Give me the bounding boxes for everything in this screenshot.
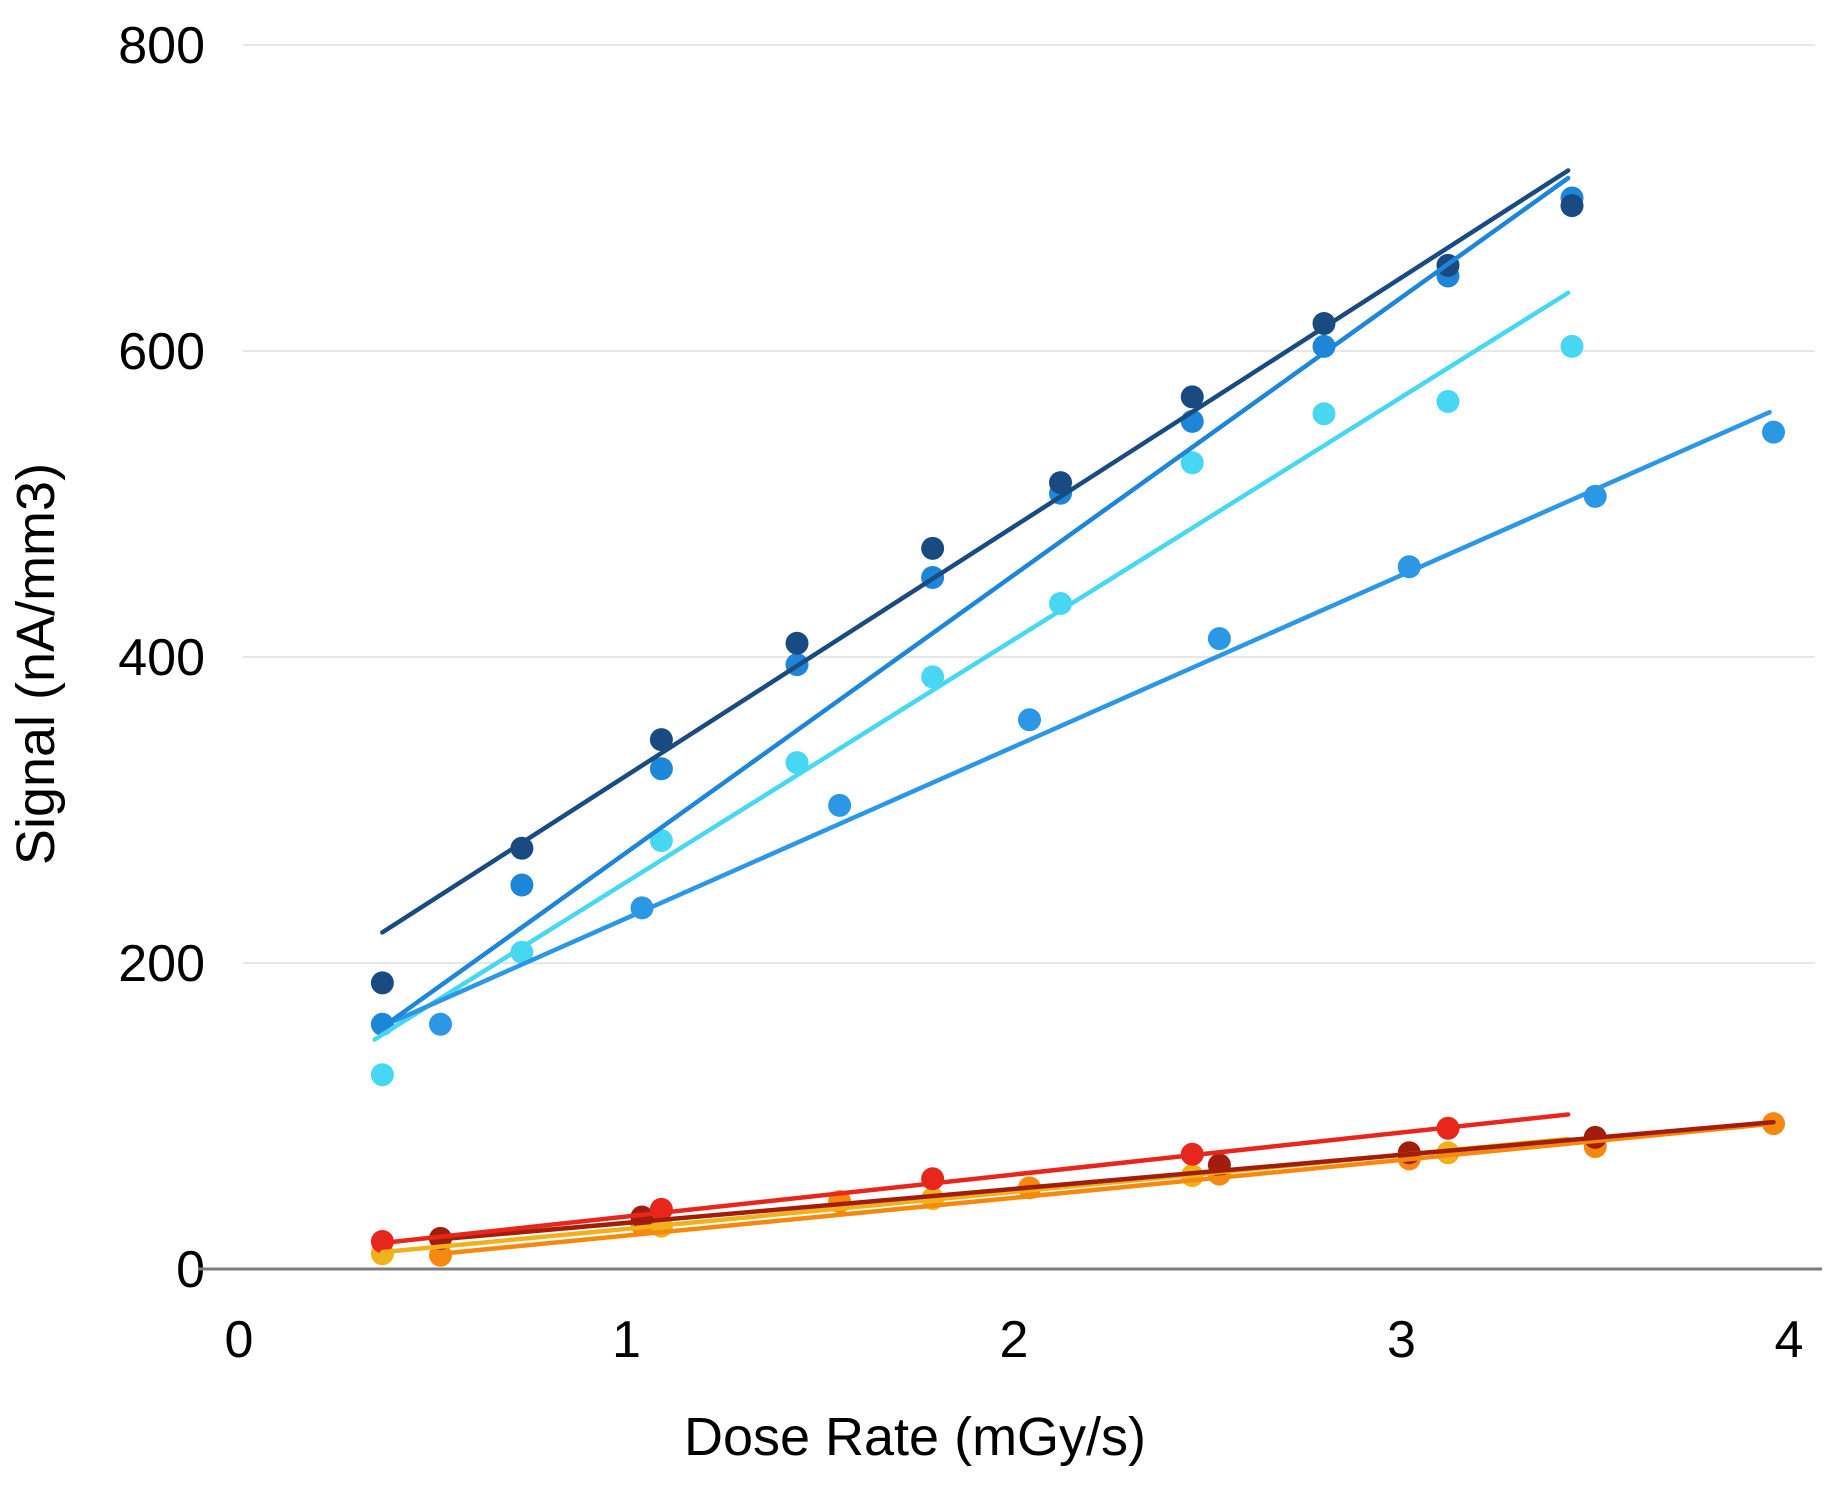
x-tick-label: 2: [1000, 1311, 1029, 1369]
x-tick-label: 3: [1387, 1311, 1416, 1369]
trend-line-red: [380, 1112, 1571, 1246]
data-point-dark-blue: [1049, 471, 1072, 495]
data-point-cyan: [921, 665, 945, 689]
data-point-blue: [1312, 334, 1336, 358]
y-axis-title: Signal (nA/mm3): [6, 462, 66, 866]
data-point-cyan: [649, 829, 673, 853]
x-axis-title: Dose Rate (mGy/s): [683, 1407, 1147, 1467]
data-point-cyan: [785, 751, 809, 775]
trend-line-light-blue: [391, 409, 1772, 1024]
x-tick-label: 1: [612, 1311, 641, 1369]
data-point-blue: [649, 757, 673, 781]
y-tick-label: 800: [118, 17, 205, 75]
data-point-dark-blue: [510, 836, 534, 860]
data-point-cyan: [1436, 389, 1460, 413]
y-tick-label: 400: [118, 629, 205, 687]
data-point-dark-blue: [921, 536, 945, 560]
data-point-light-blue: [1207, 627, 1231, 651]
data-point-light-blue: [1762, 420, 1785, 444]
data-point-dark-blue: [370, 971, 394, 995]
y-tick-label: 600: [118, 323, 205, 381]
data-point-cyan: [510, 940, 534, 964]
data-point-cyan: [1560, 334, 1584, 358]
trend-line-blue: [380, 175, 1571, 1030]
data-point-light-blue: [429, 1012, 452, 1036]
y-tick-label: 200: [118, 935, 205, 993]
x-tick-label: 4: [1775, 1311, 1804, 1369]
data-point-light-blue: [1018, 708, 1041, 732]
trend-line-dark-red: [430, 1119, 1776, 1243]
data-point-light-blue: [828, 793, 852, 817]
data-point-red: [921, 1167, 945, 1191]
data-point-dark-blue: [785, 631, 809, 655]
data-point-cyan: [370, 1063, 394, 1087]
data-point-cyan: [1180, 451, 1204, 475]
data-point-dark-blue: [649, 728, 673, 752]
data-point-dark-blue: [1180, 385, 1204, 409]
x-tick-label: 0: [225, 1311, 254, 1369]
data-point-blue: [510, 873, 534, 897]
data-point-cyan: [1312, 402, 1336, 426]
trend-line-dark-blue: [380, 168, 1571, 935]
trend-line-orange: [438, 1121, 1776, 1256]
data-point-dark-blue: [1560, 194, 1584, 218]
trend-line-cyan: [372, 290, 1571, 1042]
